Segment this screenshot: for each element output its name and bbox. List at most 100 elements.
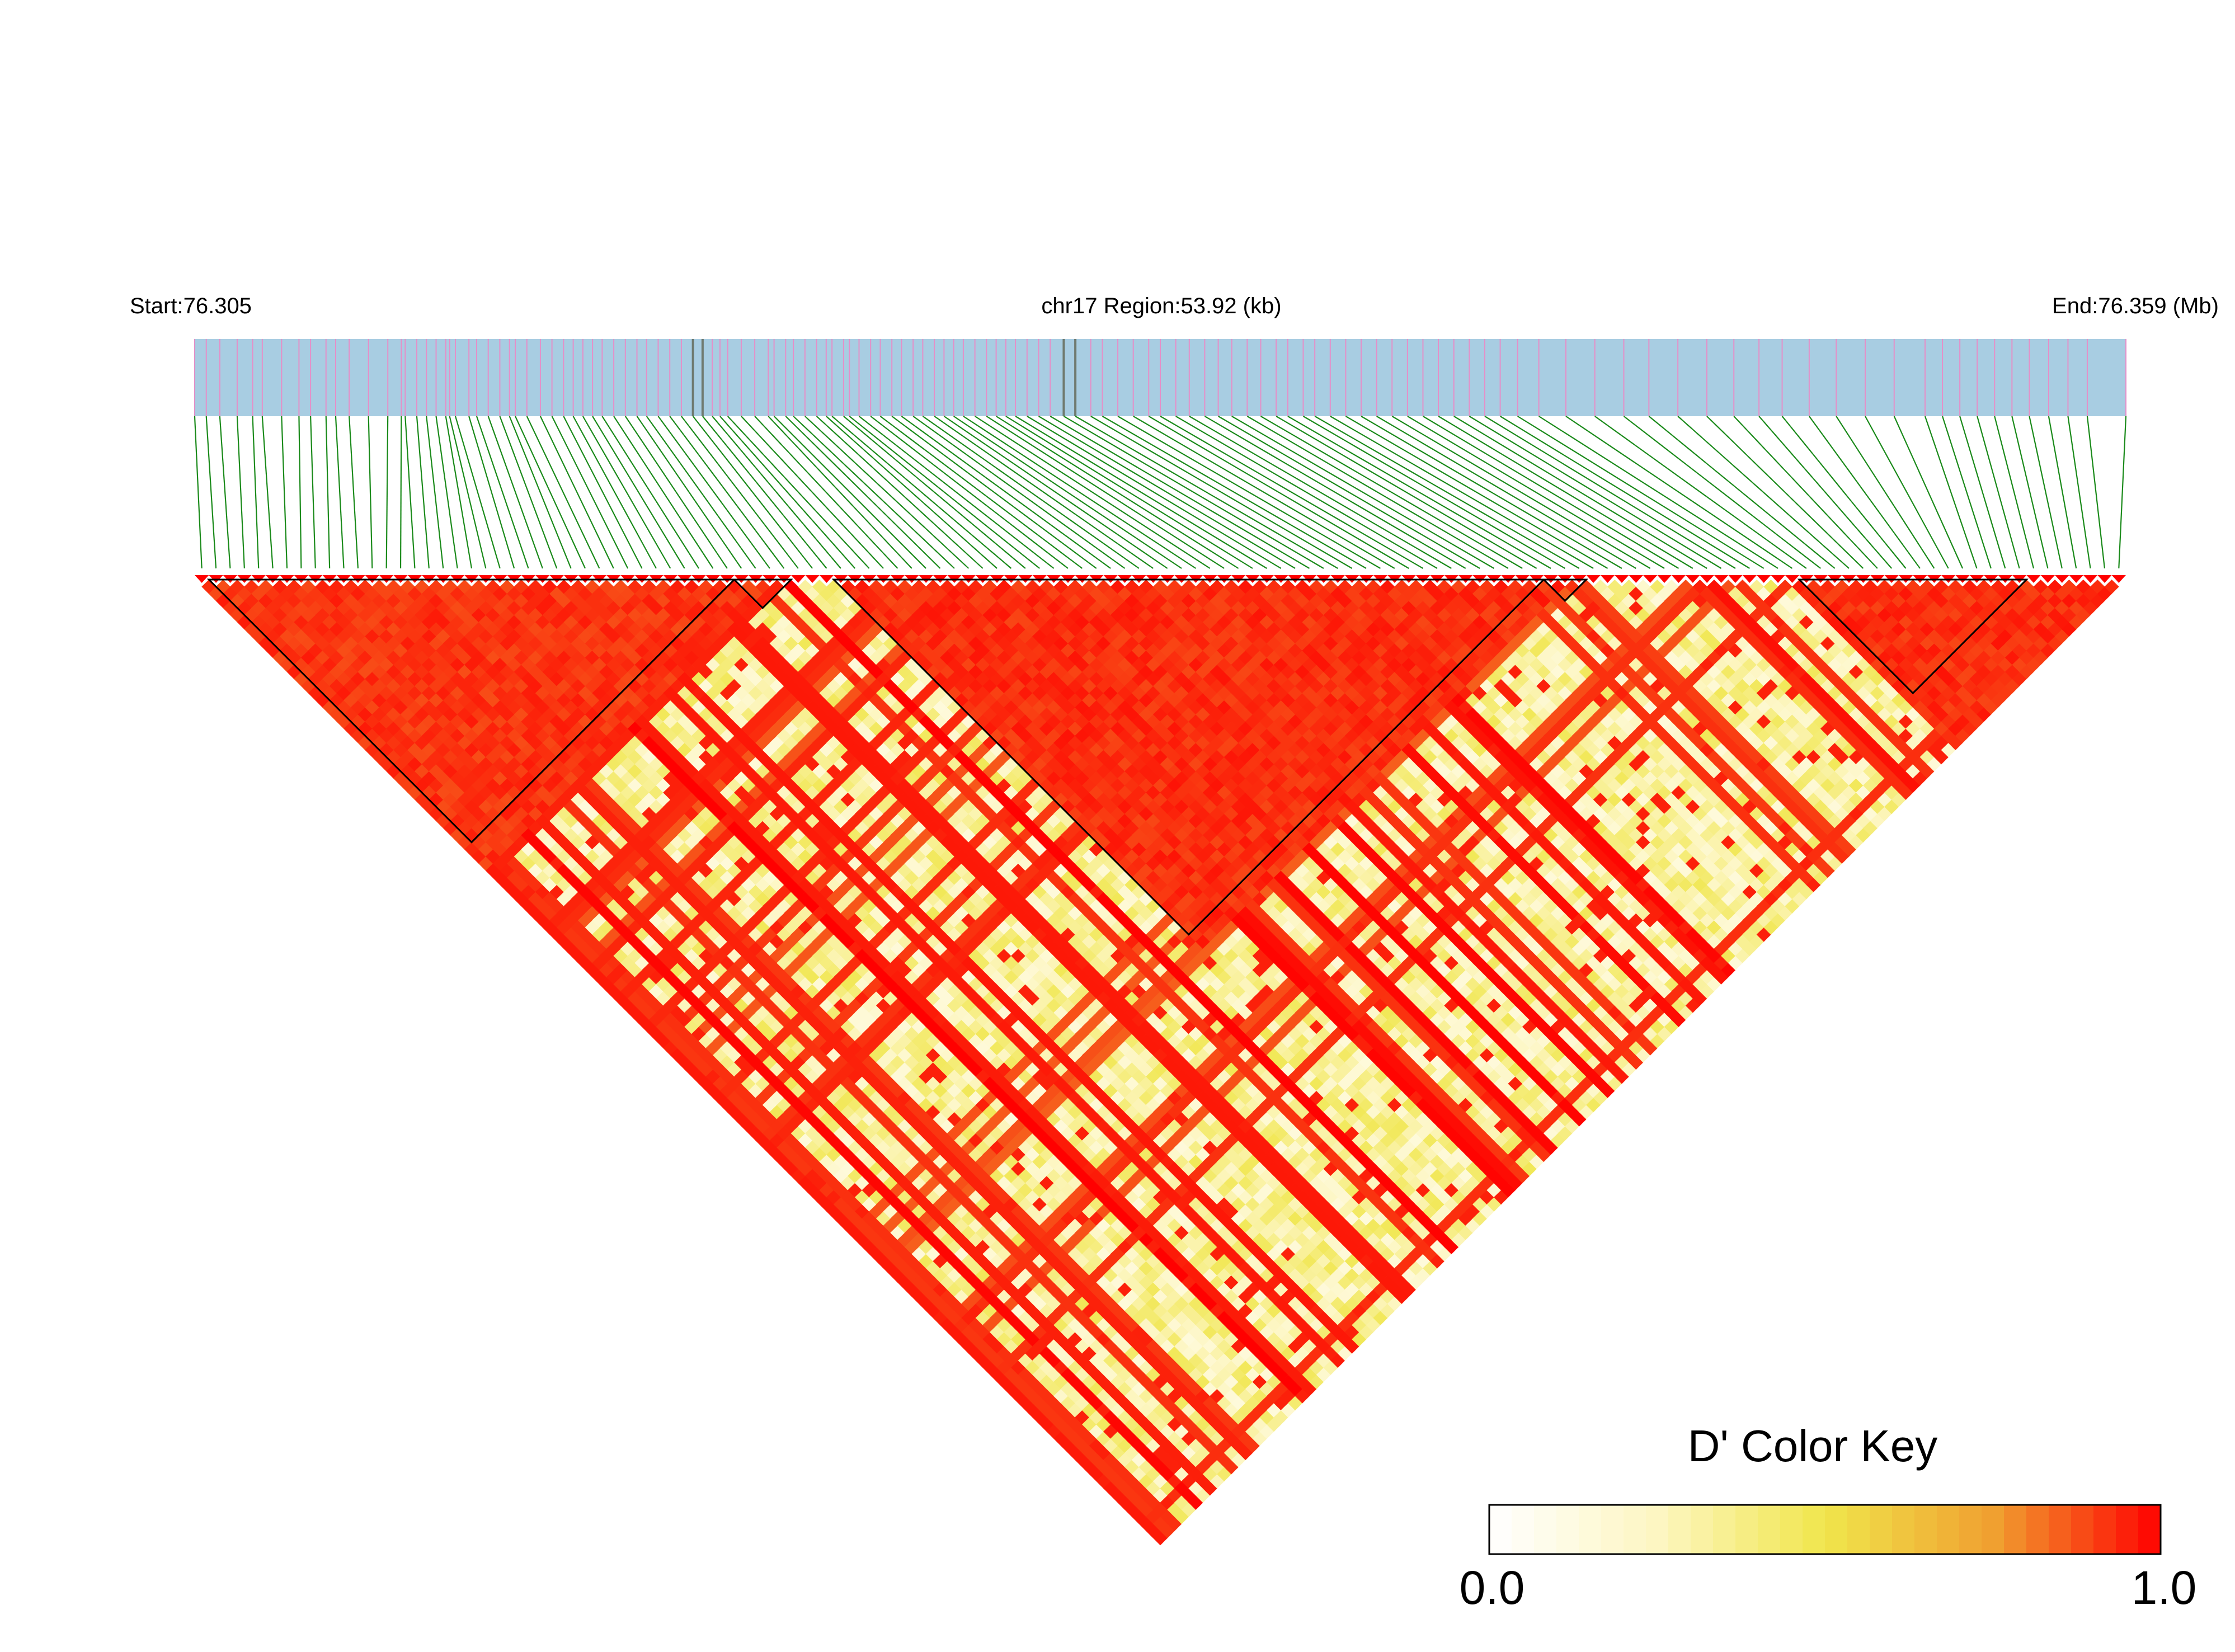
snp-connector: [1648, 416, 1836, 569]
snp-connector: [826, 416, 997, 569]
snp-connector: [1015, 416, 1267, 569]
snp-connector: [754, 416, 898, 569]
snp-connector: [793, 416, 955, 569]
snp-connector: [1565, 416, 1793, 569]
snp-connector: [1499, 416, 1750, 569]
snp-connector: [526, 416, 600, 569]
snp-connector: [624, 416, 728, 569]
snp-connector: [194, 416, 203, 569]
ld-cell: [315, 580, 330, 594]
snp-connector: [601, 416, 700, 569]
snp-connector: [385, 416, 389, 569]
snp-connector: [335, 416, 345, 569]
snp-connector: [1027, 416, 1282, 569]
ld-cell: [556, 580, 572, 594]
ld-cell: [286, 580, 302, 594]
snp-connector: [563, 416, 643, 569]
snp-connector: [1231, 416, 1495, 569]
snp-connector: [943, 416, 1168, 569]
snp-connector: [404, 416, 416, 569]
snp-connector: [879, 416, 1083, 569]
snp-connector: [2029, 416, 2063, 569]
snp-connector: [785, 416, 941, 569]
snp-connector: [1706, 416, 1864, 569]
ld-cell: [244, 580, 259, 594]
snp-connector: [592, 416, 685, 569]
ld-cell: [528, 580, 543, 594]
snp-connector: [1204, 416, 1466, 569]
snp-connector: [719, 416, 856, 569]
ld-cell: [344, 580, 359, 594]
snp-connector: [891, 416, 1097, 569]
snp-connector: [1090, 416, 1353, 569]
ld-cell: [357, 580, 373, 594]
snp-connector: [572, 416, 657, 569]
snp-connector: [657, 416, 770, 569]
snp-connector: [934, 416, 1154, 569]
snp-connector: [426, 416, 444, 569]
snp-connector: [1314, 416, 1580, 569]
snp-connector: [454, 416, 501, 569]
snp-connector: [1733, 416, 1878, 569]
snp-connector: [2048, 416, 2077, 569]
snp-connector: [1977, 416, 2020, 569]
ld-cell: [500, 580, 515, 594]
snp-connector: [727, 416, 870, 569]
snp-connector: [310, 416, 316, 569]
snp-connector: [1330, 416, 1594, 569]
snp-connector: [922, 416, 1140, 569]
snp-connector: [499, 416, 558, 569]
ld-cell: [429, 580, 444, 594]
ld-cell: [258, 580, 274, 594]
snp-connector: [963, 416, 1197, 569]
snp-connector: [261, 416, 274, 569]
snp-connector: [515, 416, 586, 569]
ld-cell: [571, 580, 586, 594]
snp-connector: [773, 416, 926, 569]
snp-connector: [831, 416, 1012, 569]
region-end-label: End:76.359 (Mb): [2052, 294, 2219, 318]
ld-cell: [585, 580, 600, 594]
snp-connector: [636, 416, 742, 569]
snp-connector: [1218, 416, 1480, 569]
snp-ticks: [194, 339, 2126, 416]
snp-connector: [646, 416, 756, 569]
snp-connector: [1469, 416, 1722, 569]
snp-connector: [1438, 416, 1693, 569]
snp-connector: [449, 416, 487, 569]
snp-connector: [1345, 416, 1608, 569]
ld-heatmap: [201, 580, 2119, 1546]
snp-connector: [1075, 416, 1338, 569]
snp-connector: [681, 416, 799, 569]
snp-connector: [1117, 416, 1381, 569]
snp-connector: [613, 416, 714, 569]
snp-connector: [1276, 416, 1537, 569]
ld-cell: [230, 580, 245, 594]
snp-connector: [1623, 416, 1821, 569]
snp-connector: [1361, 416, 1622, 569]
snp-connector: [1063, 416, 1324, 569]
snp-connector: [1160, 416, 1424, 569]
snp-connector: [1038, 416, 1296, 569]
snp-connector: [1959, 416, 2006, 569]
snp-connector: [1407, 416, 1665, 569]
snp-connector: [995, 416, 1239, 569]
ld-cell: [272, 580, 288, 594]
ld-cell: [386, 580, 401, 594]
ld-cell: [215, 580, 230, 594]
ld-cell: [329, 580, 344, 594]
ld-cell: [371, 580, 387, 594]
snp-connector: [912, 416, 1126, 569]
snp-connector: [1189, 416, 1452, 569]
ld-cell: [471, 580, 486, 594]
snp-connector: [509, 416, 572, 569]
snp-connector: [252, 416, 260, 569]
snp-connector: [445, 416, 473, 569]
snp-connector: [349, 416, 359, 569]
snp-connector: [849, 416, 1040, 569]
snp-connector: [1538, 416, 1778, 569]
snp-connector: [1924, 416, 1978, 569]
snp-connector: [702, 416, 827, 569]
snp-connector: [712, 416, 841, 569]
snp-connector: [1376, 416, 1636, 569]
